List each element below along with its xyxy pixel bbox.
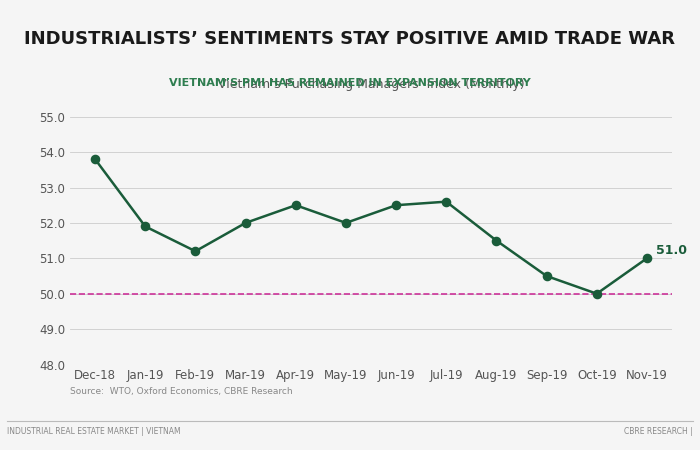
Text: Source:  WTO, Oxford Economics, CBRE Research: Source: WTO, Oxford Economics, CBRE Rese… bbox=[70, 387, 293, 396]
Point bbox=[240, 219, 251, 226]
Title: Vietnam’s Purchasing Managers’ Index (Monthly): Vietnam’s Purchasing Managers’ Index (Mo… bbox=[218, 78, 524, 91]
Point bbox=[290, 202, 301, 209]
Point bbox=[190, 248, 201, 255]
Point bbox=[541, 272, 552, 279]
Text: CBRE RESEARCH |: CBRE RESEARCH | bbox=[624, 428, 693, 436]
Point bbox=[491, 237, 502, 244]
Point bbox=[641, 255, 652, 262]
Point bbox=[391, 202, 402, 209]
Point bbox=[591, 290, 602, 297]
Text: VIETNAM’S PMI HAS REMAINED IN EXPANSION TERRITORY: VIETNAM’S PMI HAS REMAINED IN EXPANSION … bbox=[169, 78, 531, 88]
Point bbox=[90, 156, 101, 163]
Point bbox=[340, 219, 351, 226]
Text: INDUSTRIALISTS’ SENTIMENTS STAY POSITIVE AMID TRADE WAR: INDUSTRIALISTS’ SENTIMENTS STAY POSITIVE… bbox=[25, 30, 676, 48]
Point bbox=[139, 223, 151, 230]
Text: INDUSTRIAL REAL ESTATE MARKET | VIETNAM: INDUSTRIAL REAL ESTATE MARKET | VIETNAM bbox=[7, 428, 181, 436]
Point bbox=[441, 198, 452, 205]
Text: 51.0: 51.0 bbox=[656, 244, 687, 257]
